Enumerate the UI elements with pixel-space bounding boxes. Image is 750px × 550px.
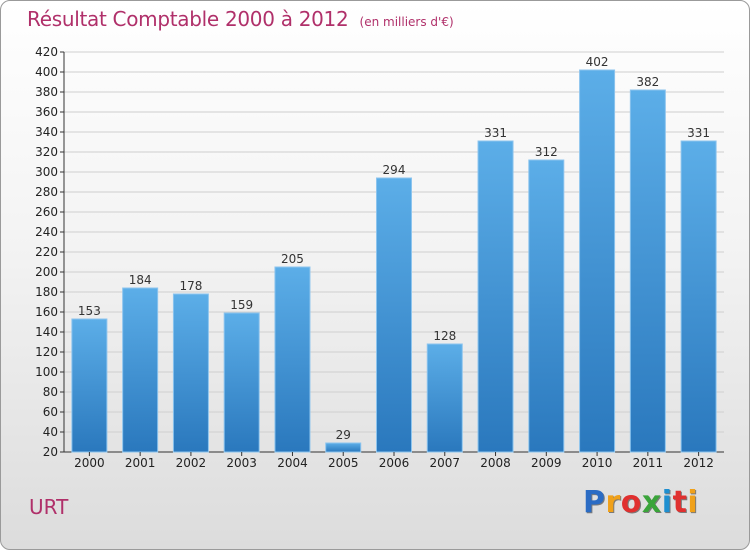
x-tick-label-2000: 2000 [74,456,105,470]
y-tick-label: 120 [35,345,58,359]
y-tick-label: 100 [35,365,58,379]
x-tick-label-2008: 2008 [480,456,511,470]
value-label-2006: 294 [383,163,406,177]
y-tick-label: 380 [35,85,58,99]
y-tick-label: 300 [35,165,58,179]
x-tick-label-2011: 2011 [633,456,664,470]
place-name: URT [29,495,69,519]
title-main: Résultat Comptable 2000 à 2012 [27,7,349,31]
y-tick-label: 140 [35,325,58,339]
bar-2006 [376,177,412,453]
y-tick-label: 320 [35,145,58,159]
bar-2002 [172,293,209,453]
x-tick-label-2001: 2001 [125,456,156,470]
bar-2000 [71,318,108,453]
y-tick-label: 240 [35,225,58,239]
y-tick-label: 220 [35,245,58,259]
x-tick-label-2009: 2009 [531,456,562,470]
value-label-2010: 402 [586,55,609,69]
value-label-2005: 29 [336,428,351,442]
bar-2005 [325,442,362,453]
value-label-2001: 184 [129,273,152,287]
proxiti-logo: Proxiti [583,485,699,520]
y-tick-label: 20 [43,445,58,459]
y-tick-label: 80 [43,385,58,399]
y-tick-label: 160 [35,305,58,319]
value-label-2007: 128 [433,329,456,343]
value-label-2011: 382 [636,75,659,89]
y-tick-label: 260 [35,205,58,219]
x-tick-label-2002: 2002 [176,456,207,470]
value-label-2004: 205 [281,252,304,266]
x-tick-label-2004: 2004 [277,456,308,470]
value-label-2003: 159 [230,298,253,312]
bar-2012 [680,140,717,453]
bar-2011 [629,89,666,453]
bar-2010 [579,69,616,453]
value-label-2002: 178 [179,279,202,293]
bar-2009 [528,159,565,453]
y-tick-label: 400 [35,65,58,79]
y-tick-label: 420 [35,45,58,59]
chart-title: Résultat Comptable 2000 à 2012 (en milli… [27,7,454,31]
x-tick-label-2006: 2006 [379,456,410,470]
value-label-2000: 153 [78,304,101,318]
y-tick-label: 280 [35,185,58,199]
bar-2004 [274,266,311,453]
y-tick-label: 200 [35,265,58,279]
x-tick-label-2012: 2012 [683,456,714,470]
y-tick-label: 360 [35,105,58,119]
value-label-2012: 331 [687,126,710,140]
title-unit: (en milliers d'€) [359,15,454,29]
y-tick-label: 60 [43,405,58,419]
bar-2003 [223,312,260,453]
x-tick-label-2005: 2005 [328,456,359,470]
bar-2008 [477,140,514,453]
y-tick-label: 180 [35,285,58,299]
x-tick-label-2007: 2007 [429,456,460,470]
value-label-2009: 312 [535,145,558,159]
bar-2001 [122,287,159,453]
y-tick-label: 340 [35,125,58,139]
y-tick-label: 40 [43,425,58,439]
x-tick-label-2010: 2010 [582,456,613,470]
value-label-2008: 331 [484,126,507,140]
x-tick-label-2003: 2003 [226,456,257,470]
bar-2007 [426,343,463,453]
